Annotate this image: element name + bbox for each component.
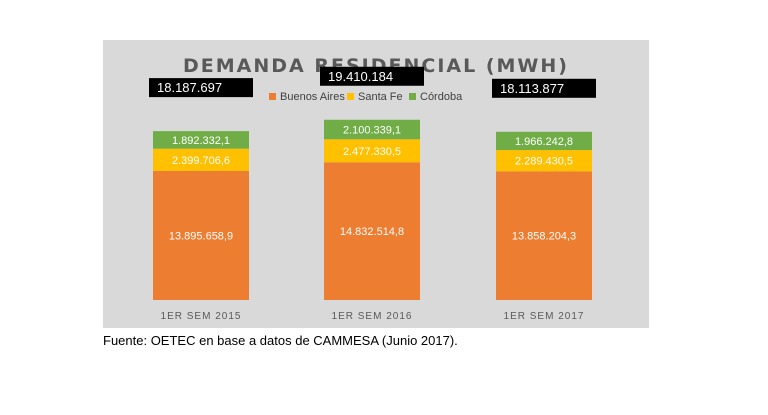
bar-segment-santa-fe xyxy=(496,150,592,172)
total-value: 18.187.697 xyxy=(157,80,222,95)
chart-panel: DEMANDA RESIDENCIAL (MWH) Buenos Aires Sa… xyxy=(103,40,649,328)
data-label-buenos-aires: 13.858.204,3 xyxy=(512,231,576,243)
total-box xyxy=(320,66,424,86)
chart-legend: Buenos Aires Santa Fe Córdoba xyxy=(269,91,463,103)
data-label-santa-fe: 2.399.706,6 xyxy=(172,155,230,167)
chart-title: DEMANDA RESIDENCIAL (MWH) xyxy=(183,55,569,77)
bar-segment-buenos-aires xyxy=(324,162,420,300)
legend-swatch-cordoba xyxy=(409,93,416,100)
legend-swatch-santa-fe xyxy=(347,93,354,100)
data-label-cordoba: 2.100.339,1 xyxy=(343,125,401,137)
stacked-bar-chart: DEMANDA RESIDENCIAL (MWH) Buenos Aires Sa… xyxy=(149,55,596,322)
data-label-buenos-aires: 13.895.658,9 xyxy=(169,230,233,242)
bar-segment-cordoba xyxy=(153,131,249,149)
bar-segment-santa-fe xyxy=(324,139,420,163)
legend-label-santa-fe: Santa Fe xyxy=(358,91,403,103)
data-label-santa-fe: 2.477.330,5 xyxy=(343,146,401,158)
bar-segment-cordoba xyxy=(496,131,592,151)
data-label-cordoba: 1.966.242,8 xyxy=(515,136,573,148)
bar-segment-buenos-aires xyxy=(496,171,592,300)
bar-segment-santa-fe xyxy=(153,148,249,171)
legend-label-cordoba: Córdoba xyxy=(420,91,463,103)
total-box xyxy=(492,78,596,98)
legend-label-buenos-aires: Buenos Aires xyxy=(280,91,345,103)
data-label-buenos-aires: 14.832.514,8 xyxy=(340,226,404,238)
x-tick-label: 1ER SEM 2016 xyxy=(332,311,413,322)
chart-bars: 13.895.658,9 2.399.706,6 1.892.332,1 18.187… xyxy=(149,66,596,322)
total-box xyxy=(149,78,253,98)
x-tick-label: 1ER SEM 2017 xyxy=(504,311,585,322)
source-note: Fuente: OETEC en base a datos de CAMMESA… xyxy=(103,333,458,348)
bar-segment-buenos-aires xyxy=(153,170,249,300)
bar-segment-cordoba xyxy=(324,119,420,140)
legend-swatch-buenos-aires xyxy=(269,93,276,100)
data-label-cordoba: 1.892.332,1 xyxy=(172,135,230,147)
x-tick-label: 1ER SEM 2015 xyxy=(161,311,242,322)
data-label-santa-fe: 2.289.430,5 xyxy=(515,156,573,168)
total-value: 18.113.877 xyxy=(500,81,564,96)
total-value: 19.410.184 xyxy=(328,69,393,84)
